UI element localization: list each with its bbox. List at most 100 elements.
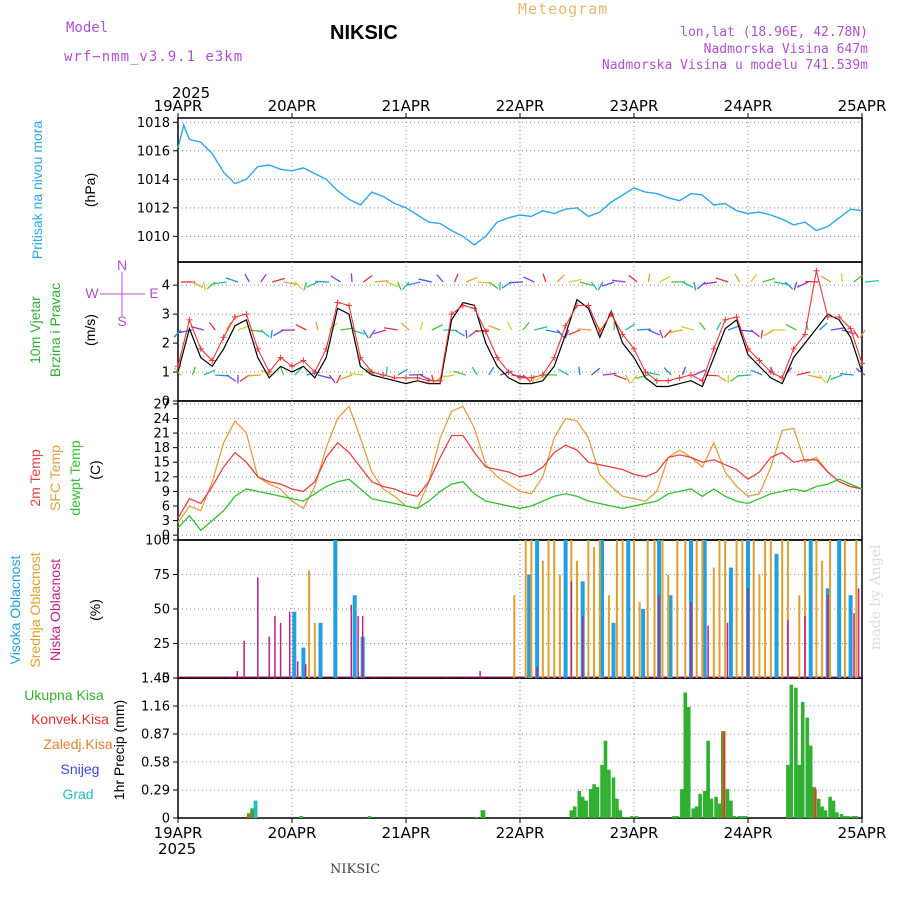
precip-bar-convective: [246, 815, 251, 818]
precip-bar-total: [794, 687, 798, 818]
wind-arrow: [703, 281, 717, 285]
wind-arrow: [568, 278, 583, 283]
pressure-line: [177, 122, 863, 246]
wind-gust-marker: [745, 345, 751, 352]
location-coordinates: lon,lat (18.96E, 42.78N): [680, 25, 868, 40]
cloud-bar-mid: [607, 595, 610, 678]
cloud-bar-low: [257, 577, 259, 678]
wind-arrow: [315, 280, 330, 283]
precip-bar-total: [854, 816, 859, 818]
cloud-bar-high: [535, 540, 540, 678]
precip-bar-total: [828, 796, 832, 818]
precip-bar-total: [474, 817, 479, 818]
cloud-bar-high: [641, 609, 646, 678]
date-label-top: 22APR: [496, 97, 545, 115]
wind-arrow: [431, 324, 443, 331]
wind-arrow: [601, 281, 615, 287]
cloud-bar-mid: [587, 540, 590, 678]
wind-arrow: [590, 281, 598, 291]
wind-arrow: [362, 329, 369, 339]
wind-unit: (m/s): [82, 314, 98, 346]
wind-arrow: [465, 329, 468, 339]
precip-bar-total: [805, 717, 810, 818]
station-elevation: Nadmorska Visina 647m: [703, 42, 868, 57]
wind-arrow: [397, 368, 408, 376]
date-label-bottom: 19APR: [154, 824, 203, 842]
temp-axis-title-sfc: SFC Temp: [47, 445, 63, 511]
cloud-axis-title-high: Visoka Oblacnost: [7, 556, 23, 665]
wind-arrow: [750, 273, 757, 283]
wind-arrow: [477, 281, 492, 284]
wind-arrow: [190, 325, 204, 331]
wind-gust-marker: [722, 316, 729, 323]
wind-arrow: [350, 273, 353, 283]
wind-arrow: [826, 374, 832, 384]
wind-gust-marker: [460, 302, 466, 309]
wind-arrow: [773, 281, 788, 285]
wind-arrow: [659, 329, 664, 339]
wind-arrow: [556, 274, 565, 283]
temp-tick-label: 18: [153, 441, 170, 456]
wind-gust-marker: [391, 374, 398, 381]
cloud-bar-low: [296, 661, 299, 678]
temp-tick-label: 24: [153, 412, 170, 427]
wind-arrow: [558, 368, 569, 376]
wind-arrow: [840, 273, 843, 283]
pressure-tick-label: 1014: [137, 173, 170, 188]
precip-tick-label: 0: [162, 812, 170, 827]
cloud-bar-high: [527, 574, 532, 678]
cloud-bar-high: [301, 647, 306, 678]
wind-arrow: [635, 374, 649, 379]
cloud-bar-low: [536, 666, 538, 678]
wind-arrow: [328, 374, 336, 383]
wind-arrow: [542, 273, 547, 283]
wind-gust-marker: [802, 331, 808, 338]
cloud-axis-title-mid: Srednja Oblacnost: [27, 552, 43, 667]
wind-arrow: [488, 281, 499, 289]
precip-bar-total: [572, 806, 577, 818]
wind-gust-marker: [243, 311, 250, 318]
cloud-unit: (%): [87, 599, 103, 621]
wind-arrow: [212, 281, 227, 285]
wind-gust-marker: [357, 354, 364, 361]
precip-tick-label: 1.45: [141, 672, 170, 687]
cloud-bar-mid: [633, 540, 635, 678]
precip-bar-total: [740, 816, 745, 818]
cloud-bar-high: [837, 540, 842, 678]
wind-arrow: [436, 274, 444, 283]
wind-arrow: [734, 273, 741, 283]
wind-arrow: [330, 275, 341, 283]
wind-arrow: [315, 321, 319, 331]
precip-bar-total: [706, 740, 710, 818]
precip-legend-item: Ukupna Kisa: [24, 687, 104, 703]
precip-bar-total: [629, 816, 634, 818]
wind-gust-marker: [836, 314, 843, 321]
wind-arrow: [339, 374, 353, 381]
cloud-bar-mid: [798, 595, 801, 678]
wind-gust-marker: [323, 345, 330, 352]
wind-arrow: [349, 372, 364, 376]
wind-arrow: [208, 321, 216, 331]
wind-arrow: [419, 321, 424, 331]
wind-arrow: [699, 321, 706, 331]
wind-gust-marker: [209, 357, 216, 364]
wind-gust-marker: [847, 325, 854, 332]
precip-bar-total: [846, 816, 851, 818]
wind-arrow: [611, 279, 626, 283]
wind-arrow: [556, 329, 565, 338]
wind-arrow: [317, 374, 331, 379]
precip-bar-total: [603, 740, 608, 818]
precip-bar-total: [615, 798, 619, 818]
wind-gust-marker: [790, 345, 797, 352]
precip-bar-total: [800, 702, 805, 818]
wind-gust-marker: [403, 374, 409, 381]
wind-arrow: [270, 329, 273, 339]
cloud-bar-low: [853, 613, 855, 678]
precip-bar-total: [743, 816, 748, 818]
wind-arrow: [440, 374, 455, 378]
cloud-bar-mid: [786, 540, 789, 678]
temp-tick-label: 27: [153, 397, 170, 412]
cloud-bar-high: [668, 595, 673, 678]
precip-tick-label: 0.29: [141, 784, 170, 799]
cloud-bar-mid: [804, 540, 806, 678]
